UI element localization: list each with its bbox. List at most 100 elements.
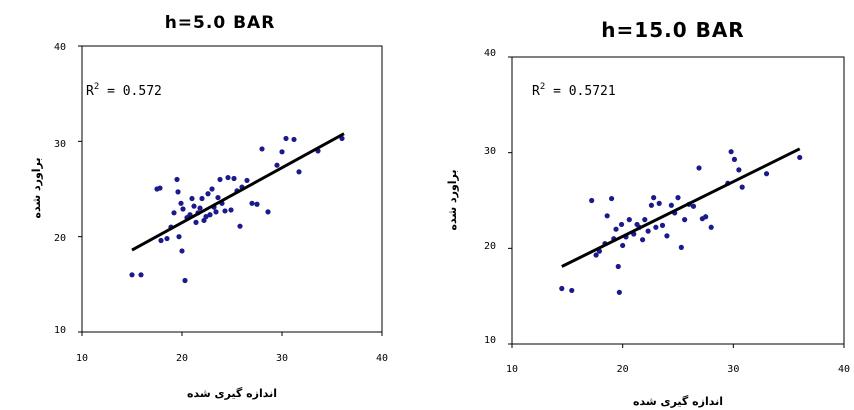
- data-point: [593, 252, 599, 258]
- data-point: [648, 202, 655, 208]
- data-point: [651, 195, 657, 201]
- data-point: [182, 277, 188, 284]
- data-point: [559, 285, 565, 292]
- data-point: [659, 222, 666, 228]
- data-point: [763, 171, 770, 177]
- data-point: [265, 209, 271, 215]
- plot-area: [511, 56, 845, 345]
- data-point: [283, 135, 289, 142]
- data-point: [736, 167, 742, 173]
- data-point: [197, 205, 203, 211]
- data-point: [569, 287, 575, 294]
- data-point: [203, 214, 209, 220]
- data-point: [231, 175, 237, 182]
- data-point: [175, 189, 181, 195]
- data-point: [589, 197, 595, 204]
- data-point: [604, 213, 610, 219]
- chart-panel-2: h=15.0 BAR 10 20 30 40 10 20 30 40 R2 = 0.5721 اند…: [446, 18, 850, 408]
- data-point: [199, 195, 205, 202]
- data-point: [642, 217, 648, 223]
- data-point: [244, 177, 250, 184]
- data-point: [797, 154, 803, 161]
- x-tick-label: 30: [276, 353, 288, 364]
- y-tick-label: 30: [54, 139, 66, 150]
- data-point: [656, 200, 662, 206]
- data-point: [682, 217, 688, 223]
- data-point: [222, 208, 228, 214]
- data-point: [180, 206, 186, 212]
- x-tick-label: 30: [727, 364, 739, 375]
- data-point: [217, 176, 223, 183]
- data-point: [158, 237, 164, 244]
- chart-title: h=15.0 BAR: [601, 18, 744, 42]
- trend-line: [561, 147, 801, 268]
- x-tick-label: 40: [838, 364, 850, 375]
- data-point: [215, 194, 221, 201]
- y-tick-label: 30: [484, 146, 496, 157]
- r-squared-label: R2 = 0.5721: [532, 82, 616, 99]
- data-point: [615, 263, 621, 270]
- data-point: [708, 224, 714, 230]
- data-point: [138, 272, 144, 278]
- data-point: [171, 210, 177, 216]
- data-point: [613, 226, 619, 232]
- data-point: [259, 146, 265, 152]
- data-point: [618, 221, 625, 228]
- data-point: [739, 184, 745, 190]
- data-point: [728, 149, 734, 155]
- data-point: [207, 212, 213, 218]
- data-point: [201, 217, 207, 224]
- data-point: [609, 195, 615, 202]
- chart-title: h=5.0 BAR: [165, 13, 276, 33]
- data-point: [157, 185, 163, 191]
- x-tick-label: 20: [617, 364, 629, 375]
- plot-area: [81, 45, 383, 333]
- data-point: [291, 136, 297, 143]
- data-point: [209, 186, 215, 192]
- y-axis-label: براورد شده: [446, 169, 459, 230]
- data-point: [668, 202, 674, 208]
- x-axis-label: اندازه گیری شده: [633, 395, 723, 408]
- data-point: [296, 169, 302, 175]
- y-tick-label: 10: [484, 335, 496, 346]
- data-point: [731, 156, 738, 162]
- data-point: [179, 248, 185, 254]
- data-point: [164, 235, 170, 242]
- data-point: [696, 165, 702, 171]
- y-axis-label: براورد شده: [30, 157, 43, 218]
- x-axis-label: اندازه گیری شده: [187, 387, 277, 400]
- x-tick-label: 10: [506, 364, 518, 375]
- y-tick-label: 20: [484, 241, 496, 252]
- data-point: [664, 233, 670, 239]
- x-tick-label: 20: [176, 353, 188, 364]
- y-tick-label: 40: [484, 48, 496, 59]
- x-tick-label: 10: [76, 353, 88, 364]
- data-point: [205, 191, 211, 197]
- chart-panel-1: h=5.0 BAR 10 20 30 40 10 20 30 40 R2 = 0.572 انداز…: [30, 13, 388, 400]
- data-point: [225, 174, 231, 181]
- data-point: [279, 149, 285, 155]
- data-point: [626, 217, 632, 223]
- data-point: [274, 162, 280, 168]
- data-point: [620, 242, 626, 249]
- data-point: [703, 214, 709, 220]
- data-point: [645, 228, 651, 234]
- data-point: [254, 201, 260, 207]
- data-point: [675, 195, 681, 201]
- r-squared-label: R2 = 0.572: [86, 82, 162, 99]
- x-tick-label: 40: [376, 353, 388, 364]
- data-point: [178, 200, 184, 206]
- data-point: [690, 203, 697, 209]
- trend-line: [131, 132, 345, 252]
- data-point: [653, 224, 659, 230]
- data-point: [678, 244, 684, 250]
- y-tick-label: 10: [54, 325, 66, 336]
- y-tick-label: 20: [54, 233, 66, 244]
- data-point: [228, 207, 234, 213]
- data-point: [639, 237, 646, 243]
- data-point: [129, 272, 135, 278]
- data-point: [616, 289, 622, 295]
- data-point: [176, 234, 182, 240]
